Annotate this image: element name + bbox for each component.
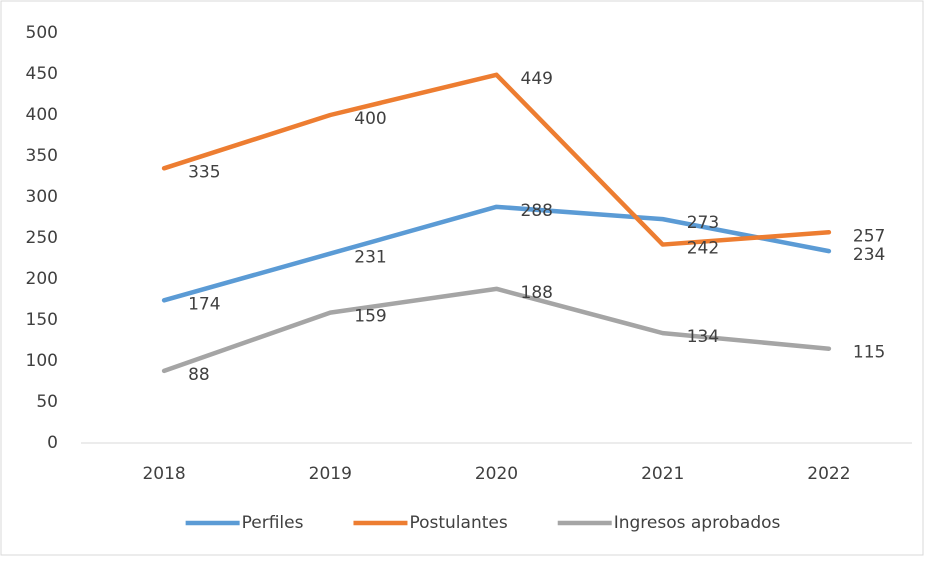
- x-tick-label: 2019: [309, 464, 352, 484]
- x-tick-label: 2021: [641, 464, 684, 484]
- data-label: 115: [853, 343, 885, 363]
- series-line: [161, 72, 832, 247]
- y-tick-label: 0: [47, 433, 58, 453]
- data-label: 242: [687, 239, 719, 259]
- y-tick-label: 400: [26, 105, 58, 125]
- x-tick-label: 2018: [142, 464, 185, 484]
- y-tick-label: 450: [26, 64, 58, 84]
- data-label: 188: [521, 283, 553, 303]
- series-line: [161, 286, 832, 374]
- y-tick-label: 200: [26, 269, 58, 289]
- x-tick-label: 2020: [475, 464, 518, 484]
- y-tick-label: 250: [26, 228, 58, 248]
- data-label: 134: [687, 327, 719, 347]
- data-label: 273: [687, 213, 719, 233]
- data-label: 88: [188, 365, 210, 385]
- data-label: 174: [188, 294, 220, 314]
- y-tick-label: 500: [26, 23, 58, 43]
- data-label: 234: [853, 245, 885, 265]
- data-label: 159: [354, 307, 386, 327]
- y-tick-label: 350: [26, 146, 58, 166]
- y-tick-label: 50: [36, 392, 58, 412]
- data-label: 288: [521, 201, 553, 221]
- data-label: 231: [354, 248, 386, 268]
- y-tick-label: 100: [26, 351, 58, 371]
- series-line: [161, 204, 832, 303]
- legend-label: Ingresos aprobados: [614, 513, 781, 533]
- data-label: 400: [354, 109, 386, 129]
- y-tick-label: 150: [26, 310, 58, 330]
- legend-label: Perfiles: [242, 513, 304, 533]
- data-label: 449: [521, 69, 553, 89]
- data-label: 335: [188, 162, 220, 182]
- legend-label: Postulantes: [409, 513, 507, 533]
- data-label: 257: [853, 226, 885, 246]
- x-tick-label: 2022: [807, 464, 850, 484]
- y-tick-label: 300: [26, 187, 58, 207]
